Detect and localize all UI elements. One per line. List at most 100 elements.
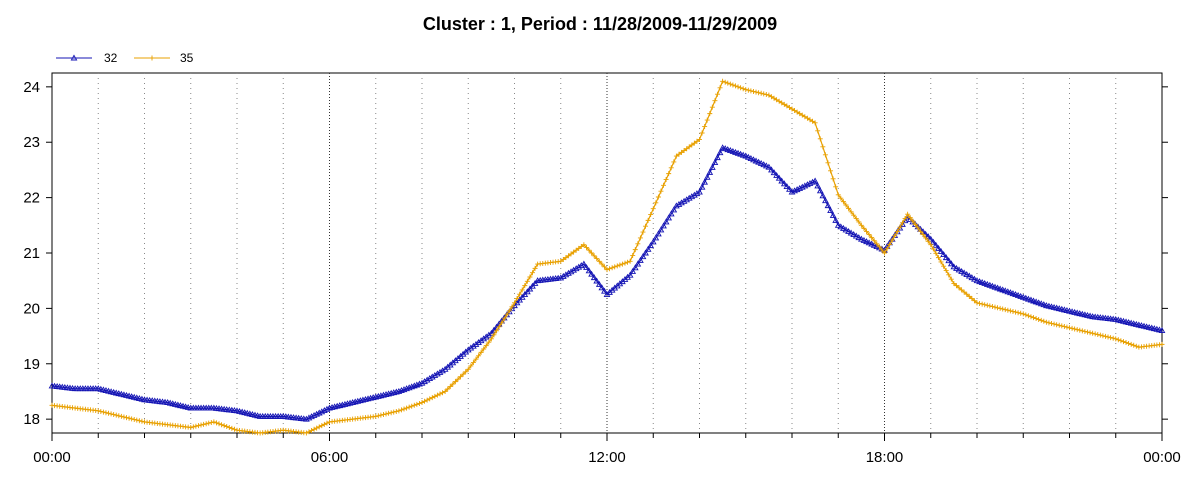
data-point <box>1061 324 1067 330</box>
data-point <box>645 217 651 223</box>
data-point <box>413 381 421 388</box>
data-point <box>601 264 607 270</box>
data-point <box>1002 307 1008 313</box>
data-point <box>421 378 428 385</box>
data-point <box>436 368 444 375</box>
data-point <box>927 235 935 242</box>
data-point <box>650 206 656 212</box>
data-point <box>581 242 587 248</box>
data-point <box>987 303 993 309</box>
data-point <box>216 421 222 427</box>
series-35 <box>49 78 1165 436</box>
data-point <box>422 398 428 404</box>
data-point <box>892 233 898 239</box>
data-point <box>478 349 484 355</box>
data-point <box>501 316 507 322</box>
data-point <box>477 337 485 344</box>
data-point <box>1018 310 1024 316</box>
data-point <box>871 238 877 244</box>
data-point <box>778 177 786 184</box>
y-tick-label: 18 <box>23 411 40 428</box>
data-point <box>738 85 744 91</box>
legend-label-32: 32 <box>104 51 118 65</box>
data-point <box>845 227 852 234</box>
data-point <box>1128 341 1134 347</box>
data-point <box>690 191 698 198</box>
data-point <box>856 219 862 225</box>
data-point <box>465 366 471 372</box>
data-point <box>770 169 778 176</box>
data-point <box>969 296 975 302</box>
data-point <box>594 256 600 262</box>
data-point <box>440 390 446 396</box>
data-point <box>529 282 536 289</box>
data-point <box>321 421 327 427</box>
data-point <box>113 412 119 418</box>
data-point <box>776 98 782 104</box>
data-point <box>320 407 328 413</box>
data-point <box>912 221 918 227</box>
data-point <box>395 387 403 394</box>
data-point <box>627 258 633 264</box>
data-point <box>817 136 823 142</box>
data-point <box>634 260 642 267</box>
data-point <box>1013 309 1019 315</box>
data-point <box>907 215 913 221</box>
data-point <box>840 224 847 231</box>
data-point <box>599 261 605 267</box>
data-point <box>796 184 804 191</box>
data-point <box>930 246 936 252</box>
data-point <box>716 149 724 156</box>
data-point <box>1049 320 1055 326</box>
data-point <box>842 226 850 233</box>
data-point <box>473 356 479 362</box>
data-point <box>139 418 145 424</box>
data-point <box>966 293 972 299</box>
data-point <box>439 367 446 374</box>
data-point <box>408 383 416 390</box>
data-point <box>570 266 577 273</box>
data-point <box>416 380 423 387</box>
data-point <box>400 386 408 393</box>
data-point <box>905 211 911 217</box>
data-point <box>1120 339 1126 345</box>
data-point <box>614 263 620 269</box>
data-point <box>935 255 941 261</box>
data-point <box>937 247 945 254</box>
data-point <box>625 259 631 265</box>
data-point <box>657 226 665 233</box>
data-point <box>742 152 750 159</box>
data-point <box>771 95 777 101</box>
data-point <box>499 320 505 326</box>
data-point <box>685 194 693 201</box>
data-point <box>744 153 752 160</box>
data-point <box>667 210 675 217</box>
data-point <box>730 82 736 88</box>
data-point <box>565 269 572 276</box>
data-point <box>649 238 657 245</box>
data-point <box>211 419 217 425</box>
data-point <box>1010 308 1016 314</box>
data-point <box>671 159 677 165</box>
data-point <box>1110 335 1116 341</box>
data-point <box>373 413 379 419</box>
data-point <box>1023 312 1029 318</box>
data-point <box>1046 320 1052 326</box>
data-point <box>680 197 688 204</box>
data-point <box>442 388 448 394</box>
data-point <box>666 171 672 177</box>
data-point <box>431 371 439 378</box>
data-point <box>591 253 597 259</box>
data-point <box>475 339 482 345</box>
data-point <box>829 211 837 218</box>
data-point <box>580 260 588 267</box>
legend: 32 35 <box>56 51 194 65</box>
data-point <box>491 332 497 338</box>
data-point <box>699 130 705 136</box>
data-point <box>529 270 535 276</box>
data-point <box>1077 327 1083 333</box>
data-point <box>303 430 309 436</box>
data-point <box>846 205 852 211</box>
data-point <box>578 244 584 250</box>
data-point <box>984 302 990 308</box>
